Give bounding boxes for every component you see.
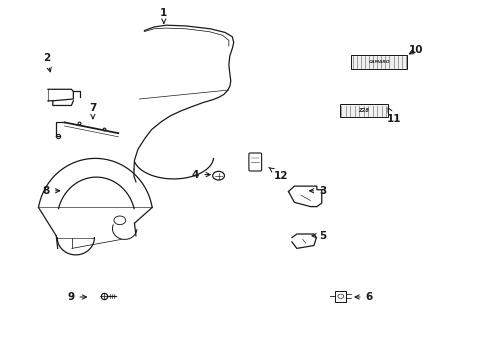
Text: 3: 3 [309, 186, 325, 196]
Text: 10: 10 [407, 45, 422, 55]
Text: 9: 9 [67, 292, 86, 302]
Bar [339, 104, 387, 117]
Text: 1: 1 [160, 8, 167, 23]
Text: 4: 4 [191, 170, 210, 180]
Text: 8: 8 [43, 186, 60, 196]
Text: 6: 6 [354, 292, 372, 302]
Text: 5: 5 [311, 231, 325, 241]
Bar [334, 291, 345, 302]
Text: 7: 7 [89, 103, 97, 119]
Text: 11: 11 [386, 108, 400, 124]
Text: Z28: Z28 [358, 108, 368, 113]
Text: 12: 12 [268, 167, 288, 181]
Text: 2: 2 [43, 53, 51, 72]
Text: CAMARO: CAMARO [368, 60, 389, 64]
Bar [350, 55, 407, 69]
